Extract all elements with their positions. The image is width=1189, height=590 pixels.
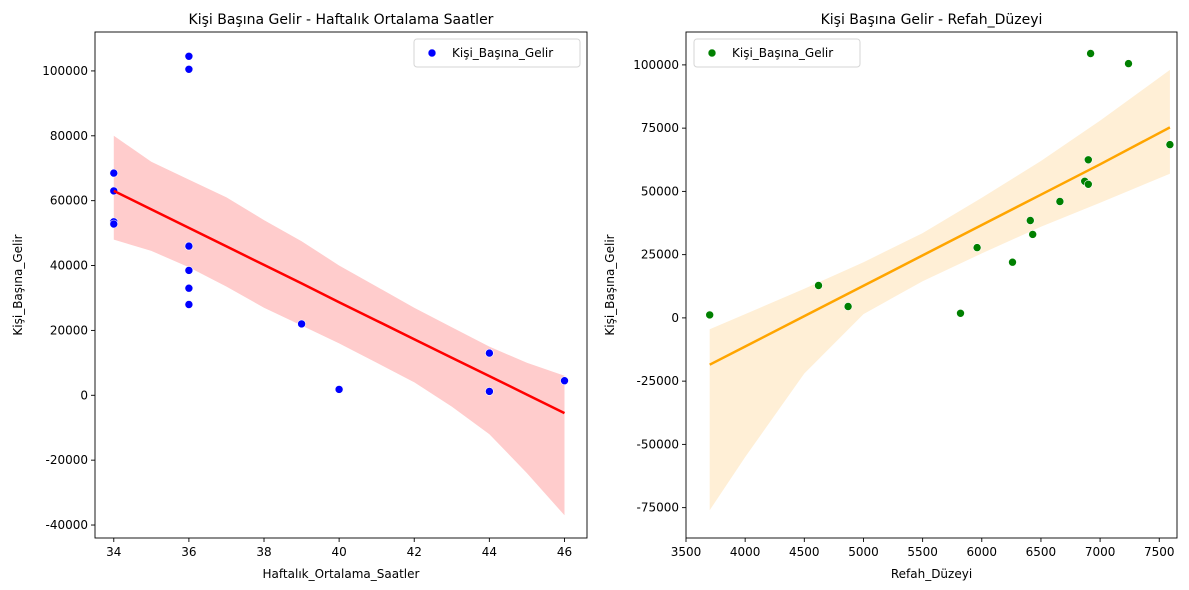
confidence-band <box>113 135 565 516</box>
x-tick-label: 42 <box>407 545 422 559</box>
data-point <box>1008 257 1017 267</box>
y-tick-label: 100000 <box>633 58 679 72</box>
x-tick-label: 36 <box>181 545 196 559</box>
data-point <box>560 376 569 386</box>
legend-marker <box>427 48 437 58</box>
x-tick-label: 7500 <box>1144 545 1175 559</box>
data-point <box>297 319 306 329</box>
legend-box <box>693 38 861 68</box>
data-point <box>184 51 194 61</box>
data-point <box>1086 49 1095 58</box>
legend-box <box>413 38 581 68</box>
axes-frame <box>685 31 1178 539</box>
regression-line <box>709 126 1171 366</box>
x-tick-label: 44 <box>482 545 497 559</box>
y-tick-label: 0 <box>80 388 88 402</box>
y-tick-label: -25000 <box>636 374 679 388</box>
y-tick-label: 75000 <box>641 121 679 135</box>
y-tick-label: 20000 <box>50 323 88 337</box>
legend: Kişi_Başına_Gelir <box>693 38 861 68</box>
y-tick-label: 100000 <box>42 64 88 78</box>
legend-marker <box>707 48 717 58</box>
x-tick-label: 6000 <box>967 545 998 559</box>
x-tick-label: 3500 <box>671 545 702 559</box>
chart-title: Kişi Başına Gelir - Haftalık Ortalama Sa… <box>189 12 494 28</box>
x-tick-label: 40 <box>331 545 346 559</box>
x-tick-label: 6500 <box>1026 545 1057 559</box>
chart-left: 34 36 38 40 42 44 46 -40000 -20000 0 20000 40000 600… <box>11 12 588 581</box>
chart-right: 3500 4000 4500 5000 5500 6000 6500 7000 7500 -750… <box>603 12 1178 581</box>
x-tick-label: 46 <box>557 545 572 559</box>
regression-line <box>113 189 566 415</box>
y-tick-label: -20000 <box>45 453 88 467</box>
data-point <box>1084 180 1093 189</box>
x-tick-label: 5500 <box>907 545 938 559</box>
data-point <box>1124 59 1133 68</box>
x-tick-label: 5000 <box>848 545 879 559</box>
y-tick-label: 60000 <box>50 194 88 208</box>
y-tick-label: 40000 <box>50 259 88 273</box>
y-tick-label: -50000 <box>636 437 679 451</box>
data-point <box>956 308 965 318</box>
data-point <box>814 281 823 290</box>
x-tick-label: 34 <box>106 545 121 559</box>
x-tick-label: 38 <box>256 545 271 559</box>
legend-label: Kişi_Başına_Gelir <box>452 46 553 60</box>
y-tick-label: 50000 <box>641 184 679 198</box>
data-point <box>334 385 344 394</box>
data-point <box>184 266 194 275</box>
legend: Kişi_Başına_Gelir <box>413 38 581 68</box>
x-tick-label: 4000 <box>730 545 761 559</box>
confidence-band <box>709 69 1170 511</box>
data-point <box>972 243 982 252</box>
y-axis-label: Kişi_Başına_Gelir <box>11 234 25 335</box>
data-point <box>1084 155 1093 165</box>
data-point <box>843 302 853 311</box>
data-point <box>1026 216 1035 225</box>
axes-frame <box>94 31 588 539</box>
data-point <box>109 168 119 178</box>
data-point <box>184 241 194 251</box>
data-point <box>184 300 194 309</box>
x-axis-label: Haftalık_Ortalama_Saatler <box>263 567 420 581</box>
data-point <box>184 283 194 293</box>
data-point <box>1165 140 1175 149</box>
x-axis-label: Refah_Düzeyi <box>891 567 972 581</box>
y-tick-label: 25000 <box>641 248 679 262</box>
x-tick-label: 7000 <box>1085 545 1116 559</box>
data-point <box>184 65 194 74</box>
data-point <box>705 310 715 320</box>
data-point <box>1055 197 1065 206</box>
y-tick-label: -40000 <box>45 518 88 532</box>
legend-label: Kişi_Başına_Gelir <box>732 46 833 60</box>
y-tick-label: -75000 <box>636 501 679 515</box>
y-axis-label: Kişi_Başına_Gelir <box>603 234 617 335</box>
x-tick-label: 4500 <box>789 545 820 559</box>
data-point <box>485 387 494 396</box>
data-point <box>485 348 494 358</box>
y-tick-label: 0 <box>671 311 679 325</box>
data-point <box>1028 230 1037 239</box>
data-point <box>109 219 119 229</box>
chart-title: Kişi Başına Gelir - Refah_Düzeyi <box>821 12 1043 28</box>
y-tick-label: 80000 <box>50 129 88 143</box>
